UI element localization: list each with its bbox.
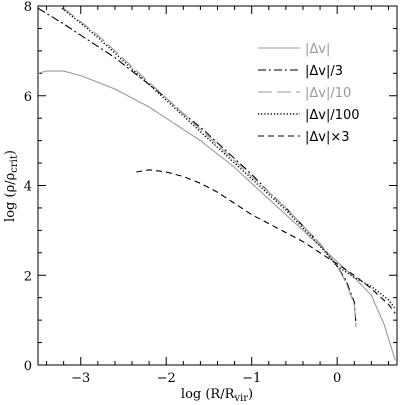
y-tick-label: 8 — [24, 0, 32, 15]
plot-frame — [37, 5, 398, 366]
series-line-1 — [38, 70, 396, 361]
y-tick-label: 0 — [24, 359, 32, 374]
legend: |Δv| |Δv|/3 |Δv|/10 |Δv|/100 |Δv|×3 — [258, 42, 360, 145]
y-tick-label: 2 — [24, 269, 32, 284]
x-tick-label: 0 — [333, 371, 341, 386]
x-axis-label-close: ) — [248, 387, 253, 402]
y-axis-label-close: ) — [3, 150, 18, 155]
y-tick-label: 4 — [24, 180, 32, 195]
series-line-5 — [136, 169, 396, 314]
legend-label-2: |Δv|/3 — [305, 64, 343, 79]
y-tick-label: 6 — [24, 90, 32, 105]
legend-label-1: |Δv| — [305, 42, 330, 57]
y-axis-label-sub: crit — [9, 155, 20, 173]
series-layer — [38, 7, 396, 361]
x-tick-label: −2 — [157, 371, 176, 386]
y-axis-label-main: log (ρ/ρ — [3, 173, 18, 222]
series-line-4 — [61, 7, 396, 310]
legend-label-4: |Δv|/100 — [305, 108, 360, 123]
x-tick-label: −1 — [242, 371, 261, 386]
x-tick-label: −3 — [71, 371, 90, 386]
x-axis-label: log (R/Rvir) — [181, 387, 253, 404]
ticks: −3 −2 −1 0 0 2 4 6 8 — [24, 0, 397, 386]
legend-label-3: |Δv|/10 — [305, 86, 351, 101]
x-axis-label-sub: vir — [233, 393, 248, 404]
y-axis-label: log (ρ/ρcrit) — [3, 150, 20, 222]
legend-label-5: |Δv|×3 — [305, 130, 350, 145]
x-axis-label-main: log (R/R — [181, 387, 236, 402]
